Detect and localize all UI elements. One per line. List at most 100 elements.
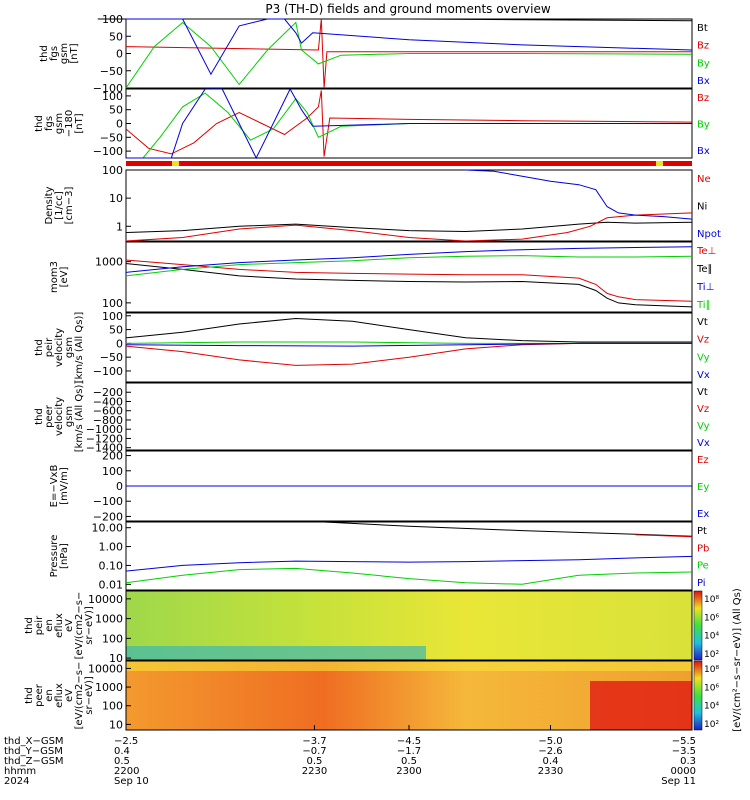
y-tick-label: 0 (116, 337, 123, 350)
x-tick-label: −5.0 (538, 736, 562, 747)
y-axis-label: [km/s (All Qs)] (74, 381, 85, 453)
x-tick-label: −3.7 (302, 736, 326, 747)
y-tick-label: 10 (109, 192, 123, 205)
y-axis-label: E=−VxB (49, 465, 60, 508)
status-bar (126, 161, 692, 166)
y-axis-label: [nPa] (59, 543, 70, 569)
y-tick-label: 100 (102, 164, 123, 177)
colorbar-tick-label: 10⁶ (704, 683, 719, 693)
x-tick-label: 2200 (114, 766, 139, 777)
y-tick-label: 50 (109, 324, 123, 337)
y-tick-label: −1200 (86, 432, 123, 445)
y-axis-label: peer (44, 404, 55, 428)
legend-entry: Vt (697, 317, 708, 328)
series-line-Te∥ (125, 263, 693, 308)
y-tick-label: 50 (109, 104, 123, 117)
y-axis-label: fgs (44, 116, 55, 131)
x-tick-label: 0.5 (401, 756, 417, 767)
series-line-Pb (635, 534, 693, 538)
colorbar-tick-label: 10⁴ (704, 702, 719, 712)
y-tick-label: 0.01 (99, 578, 124, 591)
y-tick-label: −800 (93, 414, 123, 427)
y-axis-label: [eV/(cm2−s− (74, 662, 85, 730)
x-tick-label: −1.7 (397, 746, 421, 757)
y-axis-label: peer (34, 683, 45, 707)
y-tick-label: 10000 (88, 662, 123, 675)
y-tick-label: 0.10 (99, 559, 124, 572)
series-line-Ni (125, 221, 693, 233)
panel-density: 100 10 1 Density [1/cc] [cm−3] Ne Ni Npot (44, 164, 721, 242)
y-tick-label: 100 (102, 90, 123, 103)
y-tick-label: 0 (116, 480, 123, 493)
y-tick-label: 0 (116, 48, 123, 61)
y-tick-label: −100 (93, 365, 123, 378)
y-tick-label: −50 (100, 65, 123, 78)
legend-entry: Pe (697, 561, 709, 572)
x-tick-label: −2.6 (538, 746, 562, 757)
x-tick-label: Sep 10 (114, 776, 149, 787)
colorbar-label: [eV/(cm²−s−sr−eV)] (All Qs) (732, 588, 743, 732)
y-tick-label: 10 (109, 718, 123, 731)
legend-entry: Ti∥ (696, 300, 711, 311)
y-axis-label: fgs (49, 46, 60, 61)
legend-entry: Vy (697, 421, 710, 432)
panel-efield: 200 100 0 −100 −200 E=−VxB [mV/m] Ez Ey Ex (49, 450, 709, 524)
spectrogram-high-energy-band (126, 661, 692, 671)
legend-entry: Vz (697, 404, 709, 415)
y-tick-label: −200 (93, 386, 123, 399)
x-row-label: 2024 (4, 776, 29, 787)
panel-peer-velocity: −200−400−600−800−1000−1200−1400 thd peer ve… (34, 381, 710, 455)
y-axis-label: gsm (59, 43, 70, 64)
legend-entry: By (697, 58, 710, 69)
series-line-Pe (125, 567, 693, 585)
legend-entry: Pt (697, 526, 707, 537)
panel-frame (125, 382, 693, 451)
legend-entry: Vz (697, 335, 709, 346)
y-axis-label: peir (44, 337, 55, 357)
x-tick-label: 0.4 (114, 746, 130, 757)
y-tick-label: 1 (116, 220, 123, 233)
legend-entry: Vy (697, 352, 710, 363)
spectrogram-hot-region (590, 681, 692, 730)
series-line-Ti∥ (125, 255, 693, 277)
y-tick-label: 1000 (95, 681, 123, 694)
y-axis-label: eflux (54, 683, 65, 708)
y-tick-label: 100 (102, 700, 123, 713)
figure-title: P3 (TH-D) fields and ground moments over… (265, 2, 550, 16)
x-tick-label: 2300 (396, 766, 421, 777)
y-tick-label: −100 (93, 145, 123, 158)
x-axis-labels: thd_X−GSMthd_Y−GSMthd_Z−GSMhhmm2024−2.50… (4, 588, 743, 787)
x-tick-label: 0.3 (680, 756, 696, 767)
x-tick-label: Sep 11 (661, 776, 696, 787)
legend-entry: Bt (697, 23, 708, 34)
y-axis-label: en (44, 689, 55, 702)
colorbar-tick-label: 10⁴ (704, 632, 719, 642)
series-line-Vz (125, 342, 692, 366)
y-tick-label: −50 (100, 131, 123, 144)
y-axis-label: [mV/m] (59, 467, 70, 505)
legend-entry: Te⊥ (696, 246, 716, 257)
y-axis-label: [1/cc] (54, 191, 65, 220)
series-line-Bz (125, 18, 692, 89)
legend-entry: Pb (697, 543, 709, 554)
series-line-Pt (324, 521, 693, 537)
y-axis-label: eflux (54, 613, 65, 638)
y-axis-label: thd (34, 115, 45, 132)
y-axis-label: peir (34, 615, 45, 635)
y-axis-label: gsm (64, 406, 75, 427)
y-axis-label: mom3 (49, 261, 60, 293)
colorbar-tick-label: 10² (704, 720, 719, 730)
y-axis-label: velocity (54, 328, 65, 367)
legend-entry: Te∥ (696, 264, 713, 275)
x-row-label: thd_Y−GSM (4, 746, 63, 757)
y-tick-label: 0 (116, 118, 123, 131)
x-row-label: thd_X−GSM (4, 736, 64, 747)
series-line-Vx (125, 342, 692, 347)
panel-frame (125, 169, 693, 242)
legend-entry: Bx (697, 146, 710, 157)
y-tick-label: −200 (93, 510, 123, 523)
colorbar (693, 660, 703, 731)
x-tick-label: 0.5 (307, 756, 323, 767)
